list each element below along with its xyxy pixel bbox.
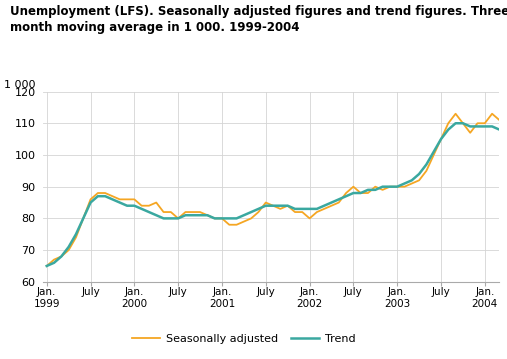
Seasonally adjusted [453,112,459,116]
Seasonally adjusted [219,216,225,220]
Trend [503,127,507,132]
Trend [219,216,225,220]
Text: Unemployment (LFS). Seasonally adjusted figures and trend figures. Three-
month : Unemployment (LFS). Seasonally adjusted … [10,5,507,34]
Trend [453,121,459,125]
Trend [489,124,495,129]
Trend [44,264,50,268]
Line: Trend: Trend [47,123,507,266]
Seasonally adjusted [44,264,50,268]
Legend: Seasonally adjusted, Trend: Seasonally adjusted, Trend [128,329,359,348]
Seasonally adjusted [489,112,495,116]
Seasonally adjusted [161,210,167,214]
Trend [307,207,313,211]
Text: 1 000: 1 000 [5,80,36,90]
Seasonally adjusted [307,216,313,220]
Trend [161,216,167,220]
Line: Seasonally adjusted: Seasonally adjusted [47,114,507,266]
Seasonally adjusted [503,121,507,125]
